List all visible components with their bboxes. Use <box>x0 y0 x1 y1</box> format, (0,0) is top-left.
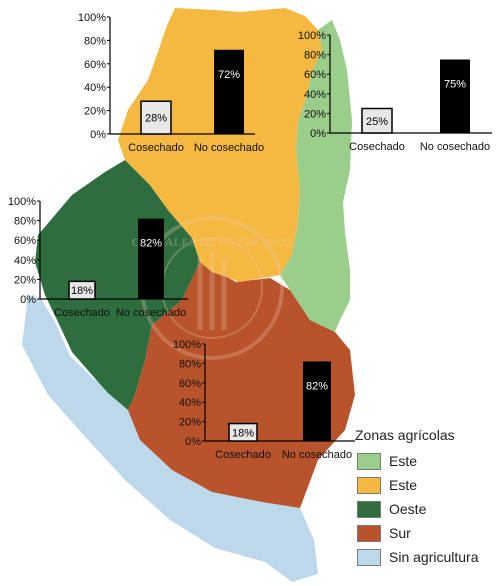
legend-label: Sur <box>389 525 411 541</box>
y-tick-label: 80% <box>84 35 106 47</box>
y-tick-label: 60% <box>14 235 36 247</box>
y-tick-label: 0% <box>20 294 36 306</box>
x-tick-label: No cosechado <box>420 141 490 153</box>
bar <box>68 280 96 300</box>
x-tick-label: No cosechado <box>194 142 264 154</box>
bar <box>214 49 244 135</box>
y-tick-label: 60% <box>84 59 106 71</box>
bar <box>303 361 331 441</box>
legend-swatch <box>357 476 381 494</box>
y-tick-label: 80% <box>14 216 36 228</box>
x-tick-label: No cosechado <box>282 449 352 461</box>
legend-item: Oeste <box>355 497 500 521</box>
bar <box>140 100 172 135</box>
data-label: 82% <box>140 238 162 250</box>
legend-swatch <box>357 524 381 542</box>
y-tick-label: 100% <box>8 196 36 208</box>
y-tick-label: 20% <box>304 108 326 120</box>
chart-2: 0% 20% 40% 60% 80% 100% 25% Cosechado 75% No cose… <box>298 30 492 153</box>
chart-4: 0% 20% 40% 60% 80% 100% 18% Cosechado 82% No cose… <box>173 339 355 461</box>
zone-sin-agricultura <box>22 295 318 582</box>
y-tick-label: 40% <box>84 82 106 94</box>
data-label: 25% <box>366 116 388 128</box>
y-tick-label: 20% <box>84 106 106 118</box>
legend-item: Sin agricultura <box>355 545 500 569</box>
legend-title: Zonas agrícolas <box>355 427 455 443</box>
zone-sur <box>128 262 355 508</box>
bar <box>440 59 470 133</box>
bar <box>138 218 164 299</box>
legend-item: Sur <box>355 521 500 545</box>
legend-label: Este <box>389 453 418 469</box>
y-tick-label: 40% <box>304 89 326 101</box>
y-tick-label: 40% <box>179 397 201 409</box>
zone-este-amarillo <box>118 8 322 282</box>
data-label: 28% <box>145 113 167 125</box>
watermark-text: CEREALES DE ENTRE RIOS <box>131 235 292 249</box>
y-tick-label: 60% <box>179 378 201 390</box>
legend-label: Este <box>389 477 418 493</box>
x-tick-label: Cosechado <box>128 142 184 154</box>
legend-swatch <box>357 548 381 566</box>
x-tick-label: Cosechado <box>54 307 110 319</box>
legend-swatch <box>357 500 381 518</box>
y-tick-label: 20% <box>14 274 36 286</box>
y-tick-label: 20% <box>179 417 201 429</box>
data-label: 72% <box>218 69 240 81</box>
bar <box>361 107 393 134</box>
data-label: 18% <box>232 427 254 439</box>
zone-este-verde <box>280 20 352 332</box>
y-tick-label: 40% <box>14 255 36 267</box>
x-tick-label: Cosechado <box>215 449 271 461</box>
y-tick-label: 60% <box>304 69 326 81</box>
y-tick-label: 100% <box>173 339 201 351</box>
bar <box>228 422 258 442</box>
y-tick-label: 80% <box>179 358 201 370</box>
data-label: 82% <box>306 380 328 392</box>
chart-1: 0% 20% 40% 60% 80% 100% 28% Cosechado 72% No cose… <box>78 12 264 154</box>
legend-label: Sin agricultura <box>389 549 479 565</box>
y-tick-label: 0% <box>185 436 201 448</box>
legend: Zonas agrícolas Este Este Oeste Sur Sin agri… <box>355 427 500 569</box>
legend-items: Este Este Oeste Sur Sin agricultura <box>355 449 500 569</box>
y-tick-label: 100% <box>298 30 326 42</box>
legend-swatch <box>357 452 381 470</box>
bar-charts: 0% 20% 40% 60% 80% 100% 28% Cosechado 72% No cose… <box>8 12 492 461</box>
x-tick-label: No cosechado <box>116 307 186 319</box>
legend-item: Este <box>355 449 500 473</box>
y-tick-label: 100% <box>78 12 106 24</box>
chart-3: 0% 20% 40% 60% 80% 100% 18% Cosechado 82% No cose… <box>8 196 188 319</box>
y-tick-label: 80% <box>304 50 326 62</box>
legend-label: Oeste <box>389 501 427 517</box>
data-label: 75% <box>444 79 466 91</box>
legend-item: Este <box>355 473 500 497</box>
y-tick-label: 0% <box>90 129 106 141</box>
x-tick-label: Cosechado <box>349 141 405 153</box>
y-tick-label: 0% <box>310 128 326 140</box>
data-label: 18% <box>71 285 93 297</box>
